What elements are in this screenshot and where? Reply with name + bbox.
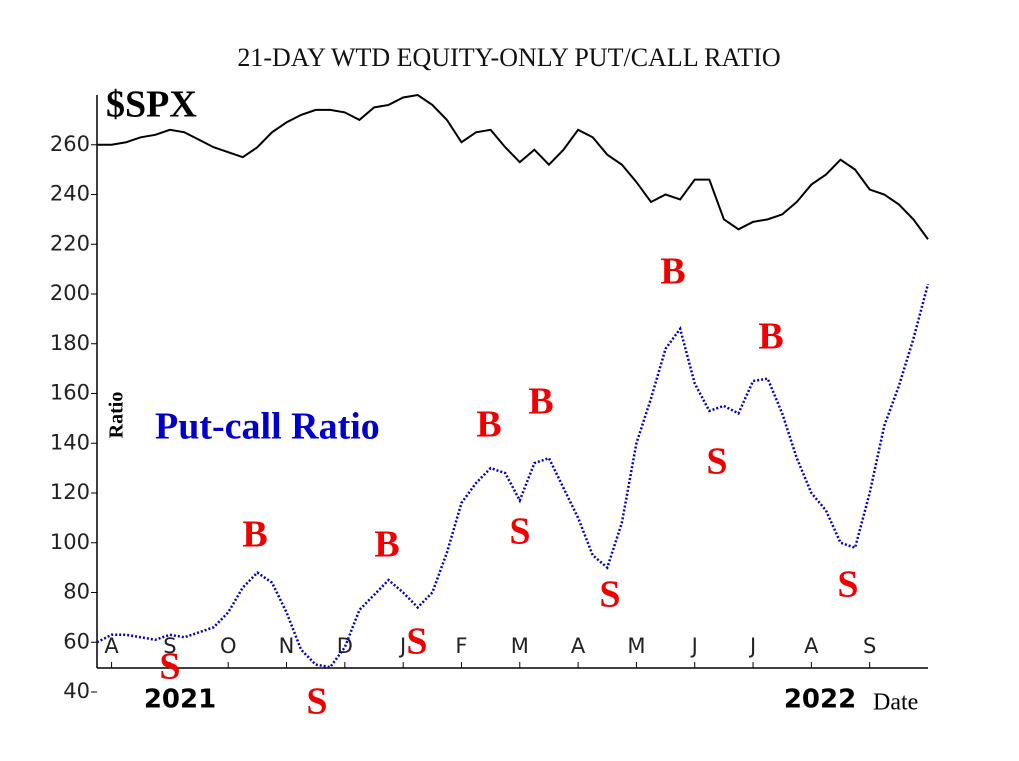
y-tick-label: 220 (50, 231, 90, 255)
x-tick-label: M (511, 634, 529, 658)
x-tick-label: J (690, 634, 698, 658)
x-tick-label: A (104, 634, 119, 658)
y-tick-label: 240 (50, 182, 90, 206)
signal-label: S (406, 621, 427, 663)
y-tick-label: 100 (50, 530, 90, 554)
y-tick-label: 260 (50, 132, 90, 156)
y-tick-label: 120 (50, 480, 90, 504)
y-axis-label: Ratio (106, 392, 128, 439)
y-tick-label: 180 (50, 331, 90, 355)
y-tick-label: 40 (63, 679, 90, 703)
y-tick-label: 200 (50, 281, 90, 305)
x-tick-label: S (863, 634, 876, 658)
series-line (96, 283, 930, 669)
signal-label: S (837, 564, 858, 606)
signal-label: B (758, 316, 783, 358)
year-label: 2022 (784, 685, 856, 715)
series-label: $SPX (106, 84, 197, 126)
y-tick-label: 140 (50, 430, 90, 454)
x-tick-label: A (571, 634, 586, 658)
y-tick-label: 60 (63, 629, 90, 653)
x-axis-label: Date (873, 690, 918, 716)
x-tick-label: J (398, 634, 406, 658)
y-tick-label: 80 (63, 580, 90, 604)
chart-title: 21-DAY WTD EQUITY-ONLY PUT/CALL RATIO (237, 43, 780, 72)
signal-label: S (306, 681, 327, 723)
x-tick-label: F (455, 634, 467, 658)
signal-label: B (528, 381, 553, 423)
signal-label: S (509, 511, 530, 553)
y-tick-label: 160 (50, 381, 90, 405)
x-tick-label: O (220, 634, 237, 658)
signal-label: B (374, 524, 399, 566)
series-label: Put-call Ratio (155, 406, 380, 448)
x-tick-label: J (748, 634, 756, 658)
signal-label: S (706, 441, 727, 483)
x-tick-label: N (279, 634, 295, 658)
signal-label: S (159, 646, 180, 688)
series-line (97, 93, 929, 240)
signal-label: B (660, 251, 685, 293)
signal-label: B (242, 514, 267, 556)
signal-label: S (599, 574, 620, 616)
x-tick-label: A (804, 634, 819, 658)
x-tick-label: M (627, 634, 645, 658)
x-tick-label: S (163, 634, 176, 658)
signal-label: B (476, 404, 501, 446)
year-label: 2021 (144, 685, 216, 715)
